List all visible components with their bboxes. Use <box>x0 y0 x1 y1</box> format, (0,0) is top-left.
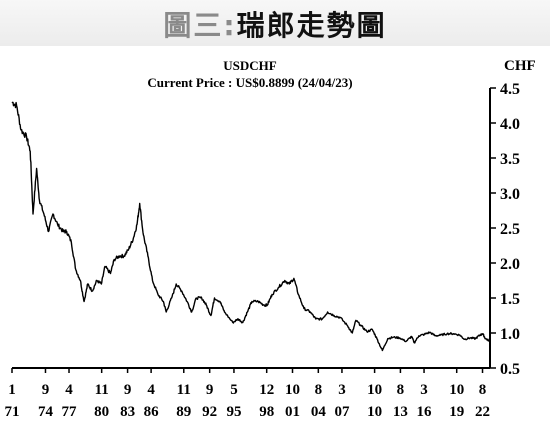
y-tick-label: 3.0 <box>500 186 520 203</box>
x-tick-month-label: 8 <box>479 382 487 398</box>
y-tick-label: 0.5 <box>500 361 520 378</box>
x-tick-month-label: 12 <box>259 382 274 398</box>
banner-separator: : <box>223 9 237 42</box>
x-tick-month-label: 11 <box>177 382 191 398</box>
x-tick-year-label: 98 <box>259 404 274 420</box>
x-tick-year-label: 74 <box>38 404 54 420</box>
y-tick-label: 4.0 <box>500 116 520 133</box>
x-tick-month-label: 3 <box>338 382 346 398</box>
x-tick-month-label: 9 <box>124 382 132 398</box>
y-tick-label: 2.5 <box>500 221 520 238</box>
x-tick-year-label: 77 <box>62 404 78 420</box>
x-tick-month-label: 9 <box>206 382 214 398</box>
x-tick-year-label: 89 <box>176 404 191 420</box>
x-tick-year-label: 16 <box>417 404 433 420</box>
x-tick-year-label: 92 <box>202 404 217 420</box>
x-tick-month-label: 1 <box>8 382 16 398</box>
x-tick-month-label: 10 <box>449 382 464 398</box>
x-tick-month-label: 8 <box>315 382 323 398</box>
x-tick-year-label: 86 <box>144 404 160 420</box>
x-tick-year-label: 04 <box>311 404 327 420</box>
x-tick-month-label: 3 <box>420 382 428 398</box>
x-tick-year-label: 01 <box>285 404 300 420</box>
x-tick-year-label: 22 <box>475 404 490 420</box>
x-tick-year-label: 07 <box>334 404 350 420</box>
x-tick-month-label: 10 <box>367 382 382 398</box>
x-tick-year-label: 19 <box>449 404 464 420</box>
x-tick-month-label: 5 <box>230 382 238 398</box>
y-tick-label: 1.5 <box>500 291 520 308</box>
x-tick-month-label: 4 <box>65 382 73 398</box>
y-tick-label: 4.5 <box>500 81 520 98</box>
x-tick-month-label: 11 <box>95 382 109 398</box>
banner-title: 圖三:瑞郎走勢圖 <box>0 4 550 44</box>
chart-title: USDCHF <box>223 58 277 73</box>
x-tick-year-label: 95 <box>226 404 241 420</box>
series-line-usdchf <box>11 101 490 352</box>
x-tick-year-label: 83 <box>120 404 135 420</box>
x-tick-month-label: 9 <box>42 382 50 398</box>
y-tick-label: 3.5 <box>500 151 520 168</box>
y-tick-label: 2.0 <box>500 256 520 273</box>
banner: 圖三:瑞郎走勢圖 <box>0 0 550 46</box>
x-tick-month-label: 10 <box>285 382 300 398</box>
x-tick-year-label: 71 <box>5 404 20 420</box>
y-axis-unit-label: CHF <box>504 58 536 74</box>
banner-main-title: 瑞郎走勢圖 <box>236 9 387 42</box>
x-tick-year-label: 80 <box>94 404 109 420</box>
chart-subtitle: Current Price : US$0.8899 (24/04/23) <box>147 75 353 90</box>
x-tick-month-label: 8 <box>397 382 405 398</box>
x-tick-year-label: 10 <box>367 404 382 420</box>
y-tick-label: 1.0 <box>500 326 520 343</box>
x-tick-month-label: 4 <box>147 382 155 398</box>
banner-prefix: 圖三 <box>163 9 224 42</box>
x-tick-year-label: 13 <box>393 404 408 420</box>
